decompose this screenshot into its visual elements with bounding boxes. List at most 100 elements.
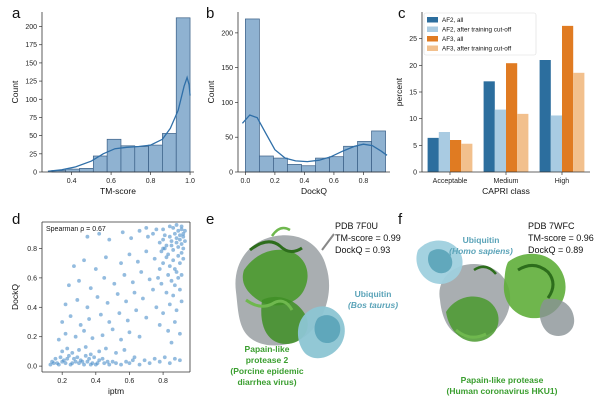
chart-c-bar xyxy=(494,109,506,172)
structure-f-image xyxy=(416,240,575,342)
chart-d-point xyxy=(82,258,86,263)
chart-b-x-tick-label: 0.4 xyxy=(300,178,310,185)
chart-d-point xyxy=(53,356,58,361)
chart-d-point xyxy=(125,318,130,323)
chart-d-point xyxy=(70,350,75,355)
chart-d-point xyxy=(176,228,181,233)
chart-d-x-tick-label: 0.2 xyxy=(57,378,67,385)
chart-d-point xyxy=(167,302,172,307)
chart-d-point xyxy=(117,311,122,316)
chart-c-x-axis-label: CAPRI class xyxy=(482,186,530,196)
chart-d-point xyxy=(172,356,177,361)
chart-d-point xyxy=(178,358,182,363)
chart-d-point xyxy=(127,361,132,366)
chart-d-point xyxy=(97,231,102,236)
chart-d-point xyxy=(174,236,179,241)
chart-d-point xyxy=(169,278,174,283)
chart-d-point xyxy=(147,361,152,366)
chart-d-point xyxy=(171,248,176,252)
chart-d-point xyxy=(154,305,159,310)
chart-d-point xyxy=(174,240,179,245)
chart-d-point xyxy=(63,361,68,366)
chart-d-point xyxy=(164,290,169,295)
chart-b-kde-curve xyxy=(241,114,388,163)
chart-d-point xyxy=(102,361,107,366)
chart-d-x-tick-label: 0.8 xyxy=(158,378,168,385)
chart-d-point xyxy=(137,334,142,339)
chart-d-point xyxy=(80,359,85,364)
chart-b-bar xyxy=(259,155,274,173)
chart-a-bar xyxy=(175,17,191,173)
structure-e-ubiquitin-species: (Bos taurus) xyxy=(348,300,398,310)
chart-d-point xyxy=(130,280,135,285)
structure-e-pdb: PDB 7F0U xyxy=(335,221,378,231)
chart-d-point xyxy=(174,270,179,274)
panel-label-d: d xyxy=(12,211,20,228)
chart-d-point xyxy=(60,349,65,354)
chart-d-point xyxy=(100,356,105,361)
chart-d-point xyxy=(110,327,115,332)
chart-d-point xyxy=(88,286,93,291)
chart-d-point xyxy=(137,228,142,233)
chart-b-bar xyxy=(329,156,344,173)
chart-d-point xyxy=(159,281,164,286)
chart-d-point xyxy=(82,328,86,333)
chart-d-point xyxy=(100,333,105,338)
chart-d-point xyxy=(120,230,125,235)
chart-d-point xyxy=(114,350,118,355)
chart-d-point xyxy=(167,264,172,269)
chart-a-y-tick-label: 100 xyxy=(25,97,37,104)
chart-d-point xyxy=(144,249,149,254)
chart-d-point xyxy=(171,225,176,230)
chart-d-point xyxy=(107,237,112,242)
chart-d-point xyxy=(72,264,76,269)
chart-d-point xyxy=(179,299,184,304)
chart-d-point xyxy=(152,256,157,261)
chart-d-point xyxy=(171,293,176,298)
chart-d-point xyxy=(55,361,60,366)
chart-c-bar xyxy=(517,113,529,172)
chart-d-point xyxy=(181,256,186,261)
chart-c-bar xyxy=(483,81,495,172)
chart-d-point xyxy=(75,355,80,360)
chart-d-point xyxy=(179,250,184,255)
chart-d-point xyxy=(164,243,169,248)
chart-d-point xyxy=(171,258,176,263)
chart-d-point xyxy=(157,240,162,245)
structure-e-ubiquitin-label: Ubiquitin xyxy=(355,289,392,299)
chart-d-point xyxy=(102,275,107,280)
chart-d-point xyxy=(63,302,68,307)
chart-b-bar xyxy=(371,130,386,173)
chart-d-spearman-annotation: Spearman ρ = 0.67 xyxy=(46,226,106,233)
chart-c-bar xyxy=(506,63,518,173)
chart-d-point xyxy=(87,356,91,361)
chart-d-point xyxy=(68,314,73,319)
chart-c-x-tick-label: Medium xyxy=(494,178,519,185)
chart-d-point xyxy=(179,224,184,229)
chart-d-point xyxy=(167,234,172,239)
structure-e-protease-line-3: (Porcine epidemic xyxy=(230,366,303,376)
chart-b-bar xyxy=(245,18,260,173)
chart-d-point xyxy=(75,298,80,302)
chart-d-point xyxy=(129,236,134,241)
chart-d-point xyxy=(58,355,63,360)
chart-c-bar xyxy=(461,143,473,172)
chart-a-x-tick-label: 0.8 xyxy=(146,178,156,185)
chart-d-point xyxy=(95,295,100,299)
chart-b-bar xyxy=(357,141,372,173)
chart-d-point xyxy=(105,300,110,305)
chart-d-point xyxy=(181,234,186,239)
chart-a-bar xyxy=(120,145,136,173)
chart-d-point xyxy=(164,255,169,260)
chart-a-bar xyxy=(134,146,149,173)
chart-d-point xyxy=(178,287,182,292)
chart-d-point xyxy=(162,233,167,238)
chart-d-point xyxy=(48,362,53,367)
structure-e-dockq: DockQ = 0.93 xyxy=(335,245,390,255)
chart-c-bar xyxy=(427,137,439,172)
chart-d-point xyxy=(178,331,182,336)
chart-c-y-tick-label: 25 xyxy=(409,36,417,43)
chart-a-y-tick-label: 125 xyxy=(25,79,37,86)
structure-e-image xyxy=(235,226,345,359)
